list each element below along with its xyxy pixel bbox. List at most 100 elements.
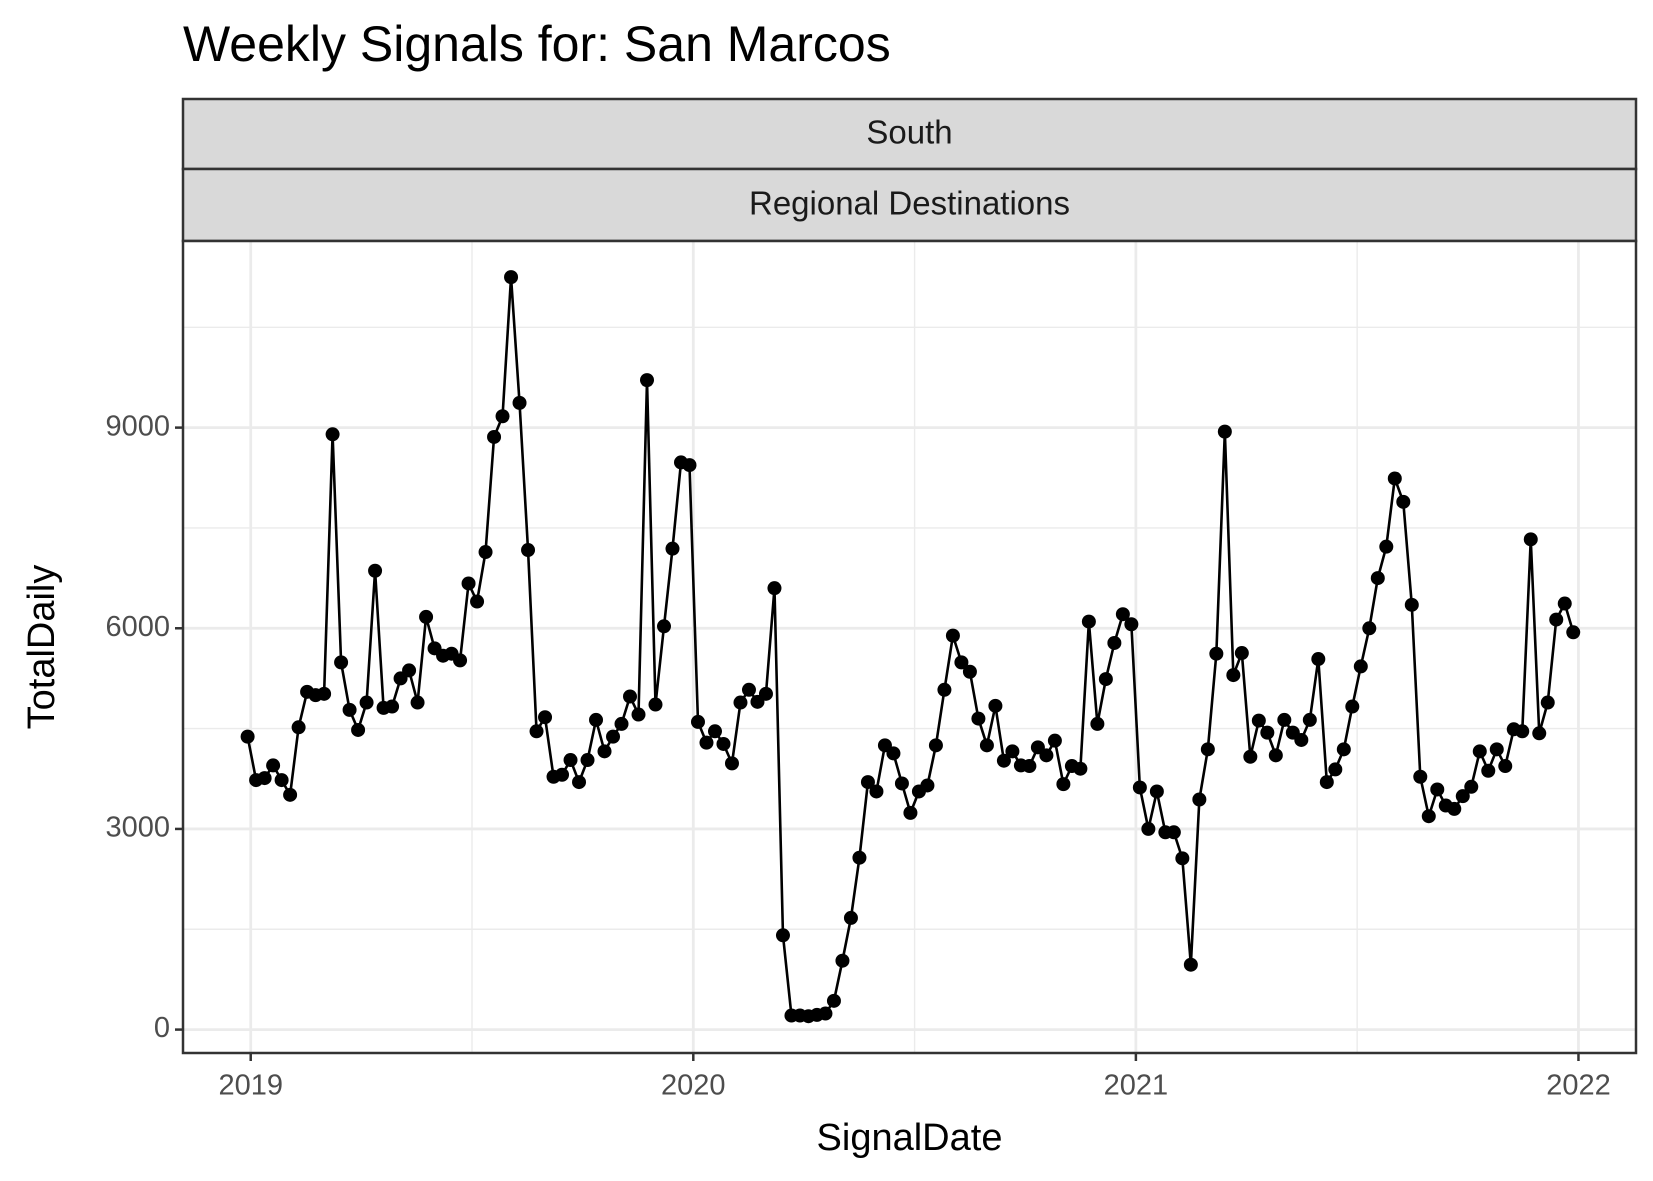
data-point	[351, 722, 366, 737]
data-point	[240, 729, 255, 744]
data-point	[410, 695, 425, 710]
data-point	[1192, 792, 1207, 807]
data-point	[1132, 780, 1147, 795]
data-point	[937, 682, 952, 697]
data-point	[928, 738, 943, 753]
data-point	[461, 576, 476, 591]
data-point	[1175, 851, 1190, 866]
data-point	[962, 664, 977, 679]
data-point	[1353, 659, 1368, 674]
data-point	[1022, 759, 1037, 774]
data-point	[1302, 712, 1317, 727]
data-point	[954, 655, 969, 670]
data-point	[1464, 779, 1479, 794]
data-point	[470, 594, 485, 609]
data-point	[1379, 539, 1394, 554]
data-point	[1107, 635, 1122, 650]
data-point	[1039, 748, 1054, 763]
facet-strip	[181, 167, 1638, 243]
data-point	[1166, 825, 1181, 840]
facet-label: Regional Destinations	[749, 185, 1070, 222]
facet-label: South	[866, 114, 952, 151]
data-point	[1098, 672, 1113, 687]
data-point	[1540, 695, 1555, 710]
data-point	[767, 581, 782, 596]
data-point	[1421, 809, 1436, 824]
data-point	[317, 686, 332, 701]
data-point	[1243, 749, 1258, 764]
data-point	[971, 711, 986, 726]
data-point	[1549, 612, 1564, 627]
y-tick-label: 6000	[105, 611, 170, 643]
data-point	[1260, 725, 1275, 740]
data-point	[1447, 801, 1462, 816]
data-point	[580, 753, 595, 768]
data-point	[385, 699, 400, 714]
data-point	[775, 928, 790, 943]
data-point	[1481, 763, 1496, 778]
data-point	[758, 686, 773, 701]
data-point	[614, 716, 629, 731]
data-point	[1081, 614, 1096, 629]
data-point	[707, 724, 722, 739]
data-point	[1515, 724, 1530, 739]
data-point	[843, 910, 858, 925]
data-point	[1319, 775, 1334, 790]
y-tick-label: 3000	[105, 812, 170, 844]
data-point	[1149, 784, 1164, 799]
data-point	[1090, 716, 1105, 731]
y-axis-title: TotalDaily	[21, 565, 63, 730]
data-point	[1047, 733, 1062, 748]
data-point	[283, 787, 298, 802]
x-tick-label: 2021	[1104, 1070, 1169, 1102]
x-tick-label: 2020	[661, 1070, 726, 1102]
data-point	[1124, 617, 1139, 632]
data-point	[1209, 646, 1224, 661]
data-point	[886, 746, 901, 761]
data-point	[699, 735, 714, 750]
data-point	[512, 395, 527, 410]
data-point	[368, 563, 383, 578]
data-point	[1226, 668, 1241, 683]
data-point	[733, 695, 748, 710]
data-point	[1251, 713, 1266, 728]
data-point	[597, 744, 612, 759]
data-point	[572, 775, 587, 790]
data-point	[419, 609, 434, 624]
data-point	[869, 784, 884, 799]
data-point	[529, 724, 544, 739]
data-point	[1217, 424, 1232, 439]
data-point	[741, 682, 756, 697]
data-point	[682, 458, 697, 473]
data-point	[724, 756, 739, 771]
x-tick-label: 2022	[1546, 1070, 1611, 1102]
data-point	[1183, 957, 1198, 972]
data-point	[1268, 748, 1283, 763]
axes: 0 3000 6000 9000 2019 2020 2021 2022	[105, 410, 1610, 1101]
data-point	[291, 720, 306, 735]
data-point	[1328, 762, 1343, 777]
data-point	[1532, 726, 1547, 741]
data-point	[640, 373, 655, 388]
data-point	[1311, 652, 1326, 667]
data-point	[656, 619, 671, 634]
data-point	[988, 698, 1003, 713]
data-point	[1387, 471, 1402, 486]
data-point	[359, 695, 374, 710]
data-point	[589, 712, 604, 727]
data-point	[894, 776, 909, 791]
data-point	[1523, 532, 1538, 547]
plot-area	[240, 270, 1581, 1024]
data-point	[1005, 744, 1020, 759]
data-point	[563, 753, 578, 768]
data-point	[648, 697, 663, 712]
data-point	[1200, 742, 1215, 757]
data-point	[478, 545, 493, 560]
data-point	[606, 729, 621, 744]
x-axis-title: SignalDate	[817, 1117, 1003, 1159]
x-tick-label: 2019	[218, 1070, 283, 1102]
data-point	[325, 427, 340, 442]
data-point	[487, 429, 502, 444]
data-point	[1073, 761, 1088, 776]
data-point	[818, 1006, 833, 1021]
